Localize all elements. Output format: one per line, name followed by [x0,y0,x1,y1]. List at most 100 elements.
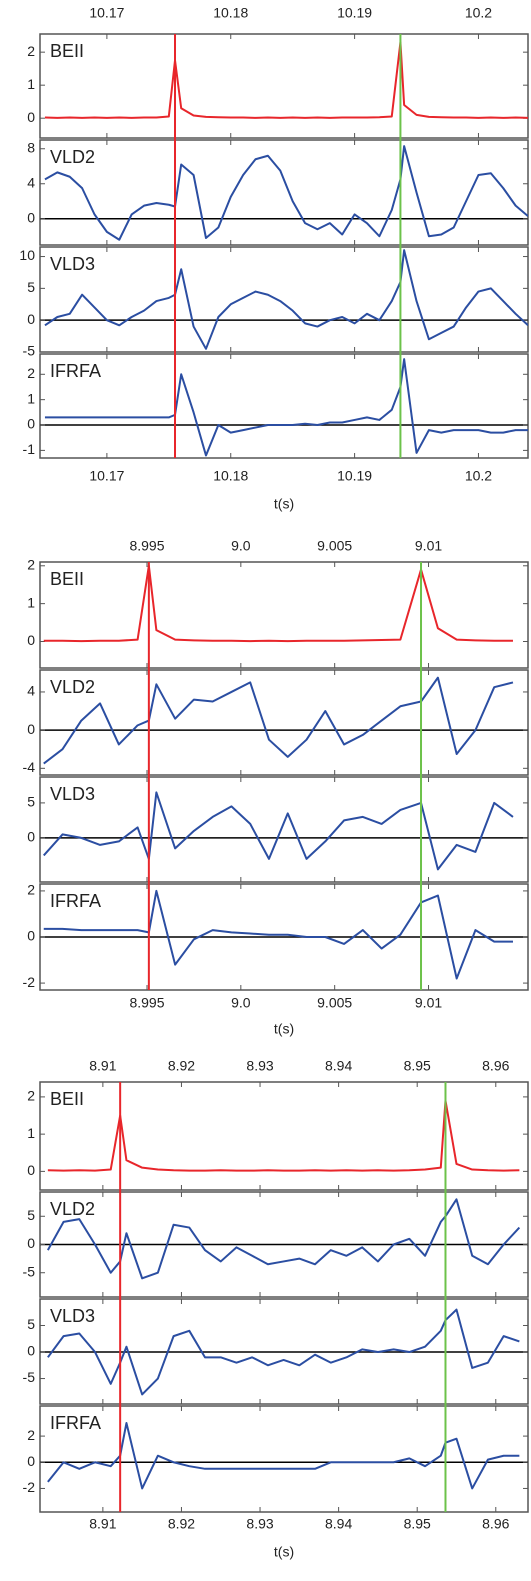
panel-label: VLD3 [50,1306,95,1326]
x-tick-label: 8.95 [404,1058,431,1074]
y-tick-label: 0 [27,209,35,225]
y-tick-label: 0 [27,1453,35,1469]
y-tick-label: 10 [19,247,35,263]
y-tick-label: -5 [23,1369,36,1385]
y-tick-label: -4 [23,759,36,775]
x-tick-label: 8.92 [168,1058,195,1074]
y-tick-label: 0 [27,829,35,845]
y-tick-label: 0 [27,416,35,432]
x-tick-label: 8.94 [325,1058,352,1074]
y-tick-label: 2 [27,1427,35,1443]
panel-label: IFRFA [50,1413,101,1433]
panel-label: VLD3 [50,784,95,804]
series-line [47,1099,520,1172]
panel-label: BEII [50,1089,84,1109]
y-tick-label: 2 [27,556,35,572]
x-axis-label: t(s) [274,496,294,512]
x-tick-label: 8.93 [246,1516,273,1532]
series-line [44,249,528,350]
panel-frame [39,1405,529,1513]
panel-frame [39,1081,529,1191]
panel-frame [39,246,529,353]
panel-frame [39,561,529,669]
x-tick-label: 8.92 [168,1516,195,1532]
y-tick-label: 2 [27,43,35,59]
panel-label: VLD2 [50,147,95,167]
series-line [43,889,513,980]
x-tick-label: 9.005 [317,538,352,554]
y-tick-label: 2 [27,1088,35,1104]
x-tick-label: 10.17 [89,468,124,484]
y-tick-label: 0 [27,1162,35,1178]
chart-group: 10.17 10.17 10.18 10.18 10.19 10.19 10.2 10.2 t(… [19,5,529,512]
x-tick-label: 9.01 [415,538,442,554]
x-tick-label: 10.18 [213,5,248,21]
x-tick-label: 8.96 [482,1058,509,1074]
y-tick-label: 5 [27,1316,35,1332]
series-line [46,1198,521,1280]
x-axis-label: t(s) [274,1544,294,1560]
x-tick-label: 10.2 [465,468,492,484]
x-tick-label: 8.96 [482,1516,509,1532]
series-line [43,791,514,871]
y-tick-label: 1 [27,390,35,406]
x-tick-label: 10.19 [337,5,372,21]
y-tick-label: 5 [27,279,35,295]
x-tick-label: 10.19 [337,468,372,484]
y-tick-label: -2 [23,974,36,990]
y-tick-label: 0 [27,928,35,944]
x-tick-label: 9.0 [231,995,251,1011]
x-tick-label: 9.0 [231,538,251,554]
x-tick-label: 9.01 [415,995,442,1011]
x-tick-label: 10.17 [89,5,124,21]
y-tick-label: 2 [27,365,35,381]
y-tick-label: 0 [27,1343,35,1359]
panel-label: BEII [50,569,84,589]
panel-label: VLD3 [50,254,95,274]
y-tick-label: 8 [27,139,35,155]
x-tick-label: 10.2 [465,5,492,21]
panel-label: VLD2 [50,677,95,697]
y-tick-label: 0 [27,721,35,737]
y-tick-label: -2 [23,1479,36,1495]
y-tick-label: 4 [27,683,35,699]
x-tick-label: 9.005 [317,995,352,1011]
y-tick-label: 0 [27,109,35,125]
y-tick-label: 5 [27,794,35,810]
y-tick-label: 5 [27,1207,35,1223]
panel-frame [39,139,529,246]
series-line [43,676,514,765]
y-tick-label: -5 [23,343,36,359]
x-tick-label: 8.995 [129,538,164,554]
x-axis-label: t(s) [274,1021,294,1037]
x-tick-label: 8.91 [89,1058,116,1074]
series-line [44,358,528,457]
y-tick-label: 1 [27,76,35,92]
series-line [47,1308,520,1396]
chart-group: 8.995 8.995 9.0 9.0 9.005 9.005 9.01 9.01 t(s) 0 1… [23,538,529,1037]
panel-frame [39,776,529,883]
series-line [44,145,528,241]
panel-frame [39,669,529,776]
y-tick-label: 2 [27,882,35,898]
y-tick-label: 4 [27,174,35,190]
x-tick-label: 10.18 [213,468,248,484]
y-tick-label: 1 [27,1125,35,1141]
x-tick-label: 8.91 [89,1516,116,1532]
series-line [47,1422,520,1490]
x-tick-label: 8.94 [325,1516,352,1532]
series-line [44,41,528,119]
panel-frame [39,33,529,139]
series-line [43,564,513,643]
y-tick-label: 0 [27,632,35,648]
panel-label: IFRFA [50,891,101,911]
chart-group: 8.91 8.91 8.92 8.92 8.93 8.93 8.94 8.94 8.95 8.95… [23,1058,529,1560]
panel-label: VLD2 [50,1199,95,1219]
y-tick-label: -1 [23,441,36,457]
y-tick-label: 1 [27,594,35,610]
panel-label: IFRFA [50,361,101,381]
x-tick-label: 8.93 [246,1058,273,1074]
y-tick-label: -5 [23,1263,36,1279]
